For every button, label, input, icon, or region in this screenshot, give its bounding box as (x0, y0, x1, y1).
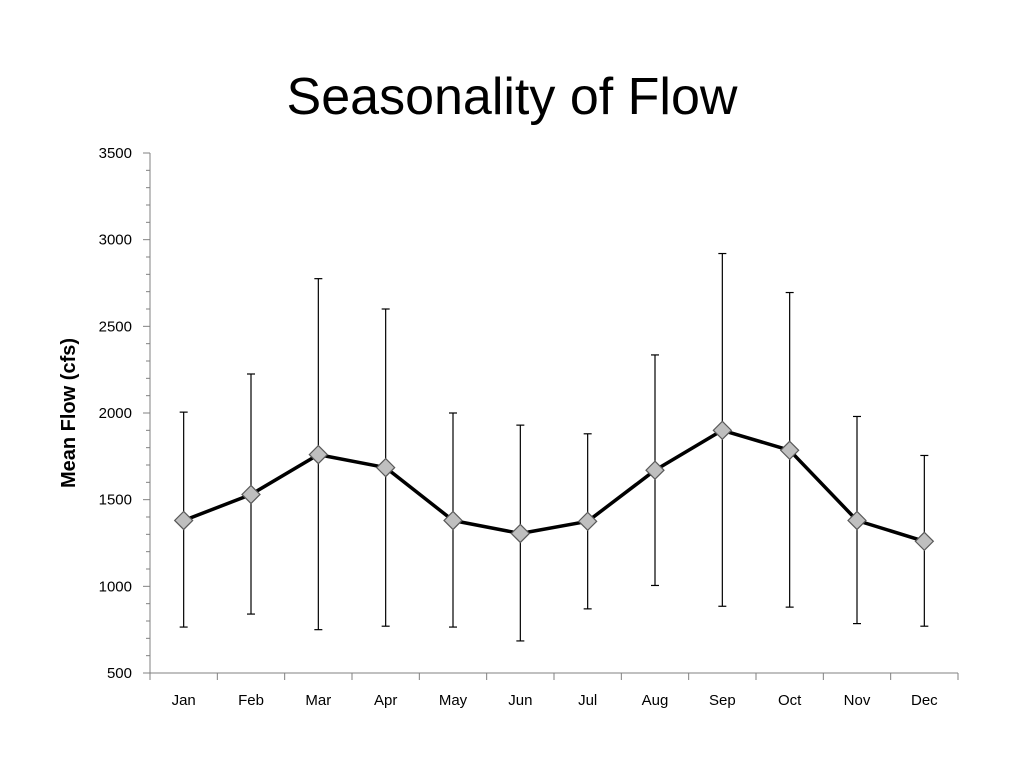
x-tick-label-dec: Dec (911, 692, 938, 709)
y-tick-label: 2000 (99, 405, 132, 422)
x-tick-label-may: May (439, 692, 468, 709)
y-tick-label: 1500 (99, 492, 132, 509)
tick-labels: 500 1000 1500 2000 2500 3000 3500 Jan Feb Mar Apr M… (99, 145, 939, 709)
data-point-jul (577, 511, 598, 532)
y-tick-label: 500 (107, 665, 132, 682)
y-tick-label: 3500 (99, 145, 132, 162)
x-tick-label-jul: Jul (578, 692, 597, 709)
series-line-layer (183, 428, 925, 543)
series-line (183, 428, 925, 543)
data-point-mar (308, 444, 329, 465)
y-tick-label: 1000 (99, 578, 132, 595)
page-title: Seasonality of Flow (286, 68, 738, 126)
data-point-aug (645, 460, 665, 481)
x-tick-label-nov: Nov (844, 692, 871, 709)
y-tick-label: 2500 (99, 318, 132, 335)
data-point-nov (847, 510, 867, 531)
markers (173, 420, 935, 552)
data-point-apr (375, 457, 396, 478)
data-point-oct (779, 440, 800, 461)
y-tick-label: 3000 (99, 232, 132, 249)
data-point-sep (712, 420, 733, 441)
x-tick-label-aug: Aug (642, 692, 669, 709)
data-point-may (443, 510, 463, 531)
x-tick-label-feb: Feb (238, 692, 264, 709)
x-tick-label-oct: Oct (778, 692, 802, 709)
error-bars (179, 252, 929, 642)
x-tick-label-jun: Jun (508, 692, 532, 709)
x-tick-label-jan: Jan (172, 692, 196, 709)
data-point-feb (241, 484, 261, 505)
x-tick-label-mar: Mar (305, 692, 331, 709)
y-axis-title: Mean Flow (cfs) (58, 338, 80, 488)
x-tick-label-apr: Apr (374, 692, 397, 709)
data-point-jan (173, 510, 194, 531)
axes (143, 152, 959, 680)
data-point-jun (510, 523, 531, 544)
x-tick-label-sep: Sep (709, 692, 736, 709)
data-point-dec (914, 531, 935, 552)
